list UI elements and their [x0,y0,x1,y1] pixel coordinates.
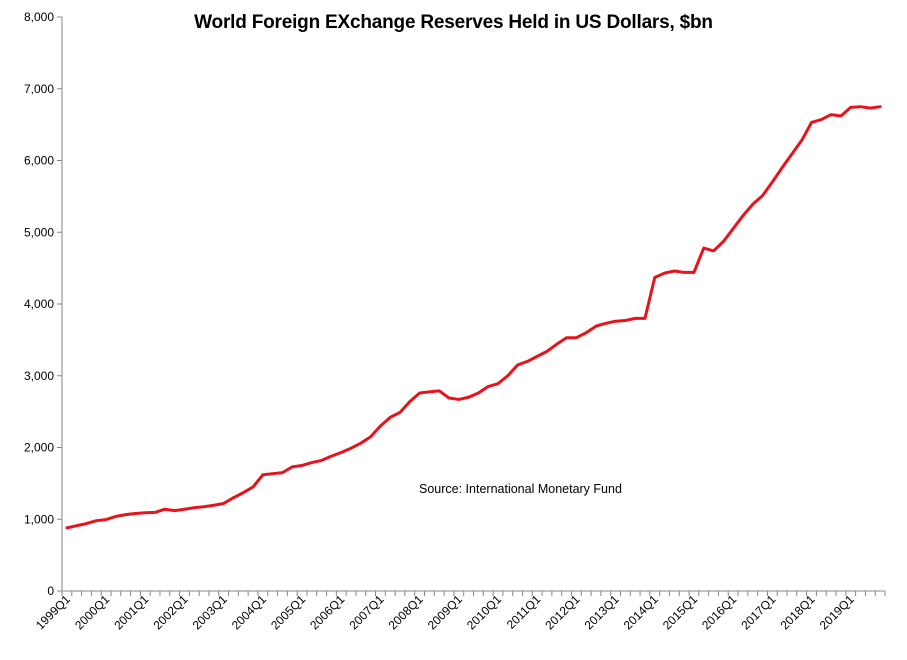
x-tick-label: 2009Q1 [425,592,465,632]
x-tick-label: 2017Q1 [738,592,778,632]
y-axis: 0 1,000 2,000 3,000 4,000 5,000 6,000 7,000 8,00… [24,10,63,598]
y-tick-label: 1,000 [24,512,54,526]
x-tick-label: 2005Q1 [268,592,308,632]
y-tick-label: 2,000 [24,441,54,455]
x-tick-label: 2004Q1 [229,592,269,632]
x-tick-label: 2012Q1 [542,592,582,632]
x-tick-label: 2006Q1 [307,592,347,632]
series-reserves [65,105,882,530]
y-tick-label: 8,000 [24,10,54,24]
x-tick-label: 1999Q1 [33,592,73,632]
y-tick-label: 7,000 [24,82,54,96]
x-tick-label: 2001Q1 [111,592,151,632]
y-tick-label: 4,000 [24,297,54,311]
source-annotation: Source: International Monetary Fund [419,482,622,496]
x-tick-label: 2007Q1 [346,592,386,632]
x-tick-label: 2018Q1 [778,592,818,632]
x-tick-label: 2008Q1 [386,592,426,632]
y-tick-label: 0 [47,584,54,598]
x-tick-label: 2019Q1 [817,592,857,632]
x-tick-label: 2000Q1 [72,592,112,632]
y-tick-label: 5,000 [24,225,54,239]
x-tick-label: 2011Q1 [504,592,544,632]
x-tick-label: 2013Q1 [582,592,622,632]
chart-title: World Foreign EXchange Reserves Held in … [194,12,713,33]
x-tick-label: 2015Q1 [660,592,700,632]
x-tick-label: 2014Q1 [621,592,661,632]
y-tick-label: 3,000 [24,369,54,383]
x-axis: 1999Q1 2000Q1 2001Q1 2002Q1 2003Q1 2004Q1 2005… [33,590,886,632]
x-tick-label: 2016Q1 [699,592,739,632]
x-tick-label: 2002Q1 [150,592,190,632]
series-line [65,105,882,530]
x-tick-label: 2010Q1 [464,592,504,632]
x-tick-label: 2003Q1 [190,592,230,632]
y-tick-label: 6,000 [24,154,54,168]
